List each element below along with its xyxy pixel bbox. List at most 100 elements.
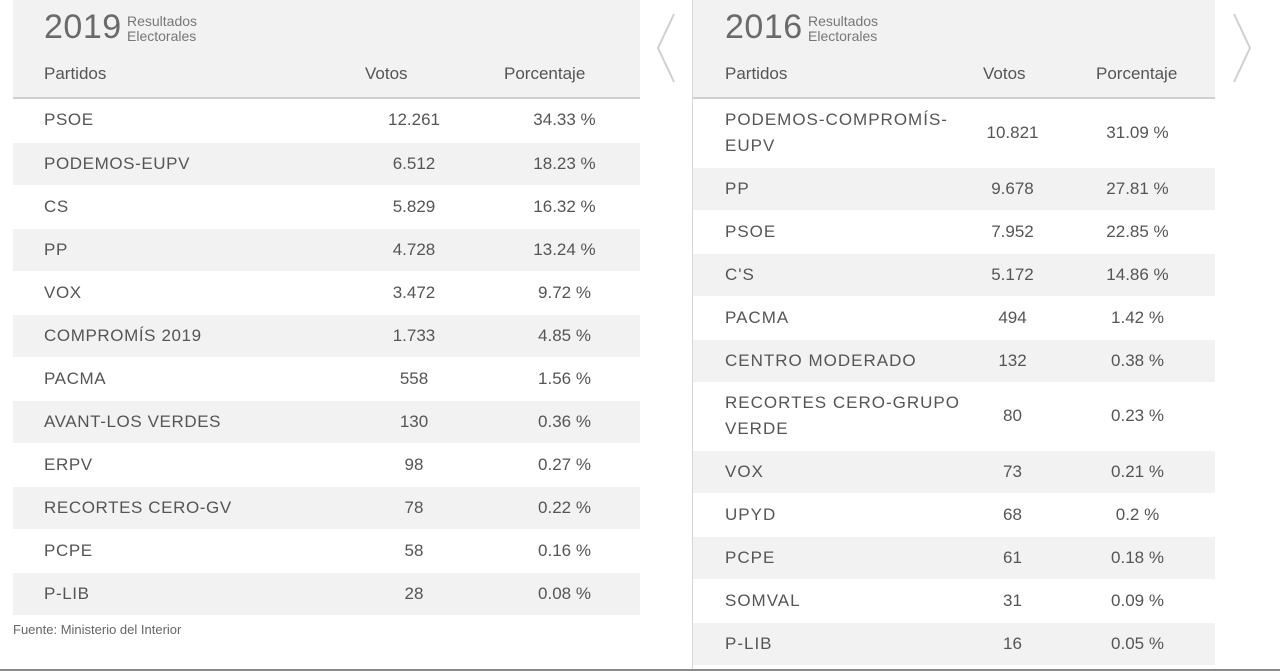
party-name: P-LIB xyxy=(693,622,965,666)
column-header-party: Partidos xyxy=(725,64,788,83)
vote-percent: 4.85 % xyxy=(489,314,640,358)
chevron-left-icon xyxy=(656,13,675,83)
table-header-area: 2016 Resultados Electorales Partidos Vot… xyxy=(693,0,1215,99)
party-name: ERPV xyxy=(13,443,339,487)
table-row: RECORTES CERO-GRUPO VERDE 80 0.23 % xyxy=(693,382,1215,451)
vote-count: 9.678 xyxy=(965,167,1060,211)
election-year: 2016 xyxy=(725,8,803,46)
vote-percent: 0.36 % xyxy=(489,400,640,444)
party-name: PCPE xyxy=(13,529,339,573)
vote-percent: 1.56 % xyxy=(489,357,640,401)
vote-count: 5.172 xyxy=(965,253,1060,297)
vote-percent: 13.24 % xyxy=(489,228,640,272)
table-row: PACMA 558 1.56 % xyxy=(13,357,640,401)
vote-count: 98 xyxy=(339,443,489,487)
election-subtitle: Resultados Electorales xyxy=(808,13,879,44)
table-row: AVANT-LOS VERDES 130 0.36 % xyxy=(13,400,640,444)
party-name: COMPROMÍS 2019 xyxy=(13,314,339,358)
table-row: CS 5.829 16.32 % xyxy=(13,185,640,229)
party-name: VOX xyxy=(13,271,339,315)
next-slide-button[interactable] xyxy=(1231,12,1253,84)
vote-count: 12.261 xyxy=(339,99,489,143)
party-name: CENTRO MODERADO xyxy=(693,339,965,383)
party-name: SOMVAL xyxy=(693,579,965,623)
vote-count: 4.728 xyxy=(339,228,489,272)
source-note: Fuente: Ministerio del Interior xyxy=(13,622,182,637)
vote-count: 558 xyxy=(339,357,489,401)
vote-percent: 0.21 % xyxy=(1060,450,1215,494)
vote-percent: 0.27 % xyxy=(489,443,640,487)
vote-percent: 0.05 % xyxy=(1060,622,1215,666)
table-row: UPYD 68 0.2 % xyxy=(693,493,1215,537)
vote-count: 132 xyxy=(965,339,1060,383)
column-header-votes: Votos xyxy=(365,64,408,83)
table-header-area: 2019 Resultados Electorales Partidos Vot… xyxy=(13,0,640,99)
table-row: P-LIB 16 0.05 % xyxy=(693,622,1215,666)
vote-percent: 0.38 % xyxy=(1060,339,1215,383)
vote-percent: 0.22 % xyxy=(489,486,640,530)
party-name: PODEMOS-COMPROMÍS-EUPV xyxy=(693,99,965,168)
vote-count: 68 xyxy=(965,493,1060,537)
table-row: PODEMOS-EUPV 6.512 18.23 % xyxy=(13,142,640,186)
table-row: C'S 5.172 14.86 % xyxy=(693,253,1215,297)
column-header-party: Partidos xyxy=(44,64,107,83)
table-row: PCPE 61 0.18 % xyxy=(693,536,1215,580)
vote-percent: 14.86 % xyxy=(1060,253,1215,297)
vote-percent: 0.23 % xyxy=(1060,382,1215,451)
vote-count: 6.512 xyxy=(339,142,489,186)
vote-count: 31 xyxy=(965,579,1060,623)
bottom-border xyxy=(0,669,1280,671)
table-row: PCPE 58 0.16 % xyxy=(13,529,640,573)
party-name: PACMA xyxy=(13,357,339,401)
party-name: PP xyxy=(13,228,339,272)
vote-count: 78 xyxy=(339,486,489,530)
table-row: PSOE 7.952 22.85 % xyxy=(693,210,1215,254)
vote-percent: 0.08 % xyxy=(489,572,640,616)
table-row: ERPV 98 0.27 % xyxy=(13,443,640,487)
party-name: PSOE xyxy=(13,99,339,143)
chevron-right-icon xyxy=(1233,13,1252,83)
vote-count: 73 xyxy=(965,450,1060,494)
vote-percent: 9.72 % xyxy=(489,271,640,315)
party-name: RECORTES CERO-GV xyxy=(13,486,339,530)
vote-percent: 18.23 % xyxy=(489,142,640,186)
party-name: PODEMOS-EUPV xyxy=(13,142,339,186)
vote-percent: 27.81 % xyxy=(1060,167,1215,211)
vote-percent: 34.33 % xyxy=(489,99,640,143)
party-name: UPYD xyxy=(693,493,965,537)
table-row: PP 4.728 13.24 % xyxy=(13,228,640,272)
party-name: PP xyxy=(693,167,965,211)
vote-count: 28 xyxy=(339,572,489,616)
election-year: 2019 xyxy=(44,8,122,46)
table-row: VOX 73 0.21 % xyxy=(693,450,1215,494)
vote-percent: 16.32 % xyxy=(489,185,640,229)
vote-count: 494 xyxy=(965,296,1060,340)
vote-count: 10.821 xyxy=(965,99,1060,168)
party-name: CS xyxy=(13,185,339,229)
vote-percent: 0.09 % xyxy=(1060,579,1215,623)
vote-count: 3.472 xyxy=(339,271,489,315)
table-row: PSOE 12.261 34.33 % xyxy=(13,99,640,143)
results-panel-2019: 2019 Resultados Electorales Partidos Vot… xyxy=(13,0,640,616)
table-row: VOX 3.472 9.72 % xyxy=(13,271,640,315)
vote-count: 5.829 xyxy=(339,185,489,229)
vote-percent: 22.85 % xyxy=(1060,210,1215,254)
vote-percent: 0.18 % xyxy=(1060,536,1215,580)
vote-percent: 1.42 % xyxy=(1060,296,1215,340)
vote-count: 58 xyxy=(339,529,489,573)
party-name: P-LIB xyxy=(13,572,339,616)
party-name: AVANT-LOS VERDES xyxy=(13,400,339,444)
table-row: COMPROMÍS 2019 1.733 4.85 % xyxy=(13,314,640,358)
column-header-percent: Porcentaje xyxy=(1096,64,1178,83)
table-row: PACMA 494 1.42 % xyxy=(693,296,1215,340)
results-table-2019: PSOE 12.261 34.33 % PODEMOS-EUPV 6.512 18.23 … xyxy=(13,99,640,616)
vote-count: 61 xyxy=(965,536,1060,580)
vote-count: 130 xyxy=(339,400,489,444)
table-row: CENTRO MODERADO 132 0.38 % xyxy=(693,339,1215,383)
results-panel-2016: 2016 Resultados Electorales Partidos Vot… xyxy=(693,0,1215,666)
vote-count: 1.733 xyxy=(339,314,489,358)
table-row: P-LIB 28 0.08 % xyxy=(13,572,640,616)
column-header-percent: Porcentaje xyxy=(504,64,586,83)
table-row: SOMVAL 31 0.09 % xyxy=(693,579,1215,623)
prev-slide-button[interactable] xyxy=(655,12,677,84)
